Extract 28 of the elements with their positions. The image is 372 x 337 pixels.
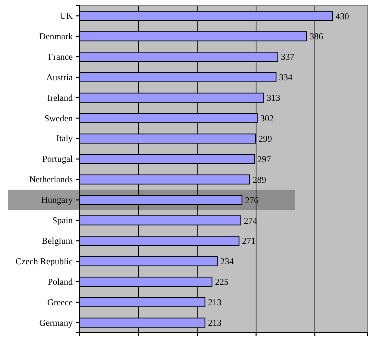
y-tick-label: Netherlands [30, 174, 74, 185]
data-label: 302 [260, 114, 274, 124]
y-tick-label: France [48, 52, 73, 62]
y-tick-label: Spain [52, 216, 74, 226]
y-tick-label: Belgium [42, 236, 73, 246]
data-label: 271 [242, 236, 256, 246]
data-label: 337 [281, 52, 296, 62]
data-label: 430 [336, 11, 350, 22]
data-label: 225 [215, 277, 230, 288]
y-tick-label: Czech Republic [16, 256, 73, 266]
y-tick-label: Austria [46, 72, 73, 82]
y-tick-label: Ireland [48, 92, 74, 103]
y-tick-label: Germany [40, 318, 74, 328]
y-tick-label: Poland [48, 276, 74, 287]
y-tick-label: Greece [48, 297, 73, 308]
y-tick-label: UK [60, 11, 74, 22]
data-label: 213 [208, 298, 222, 308]
y-tick-label: Sweden [44, 113, 74, 124]
data-label: 299 [258, 134, 273, 144]
data-label: 313 [266, 93, 281, 104]
data-label: 234 [220, 256, 235, 267]
y-tick-label: Italy [56, 134, 74, 144]
y-tick-label: Hungary [42, 195, 74, 206]
y-tick-label: Denmark [40, 31, 74, 42]
data-label: 297 [258, 154, 272, 164]
data-label: 334 [279, 72, 294, 83]
data-label: 213 [208, 318, 222, 328]
y-tick-label: Portugal [42, 154, 74, 164]
